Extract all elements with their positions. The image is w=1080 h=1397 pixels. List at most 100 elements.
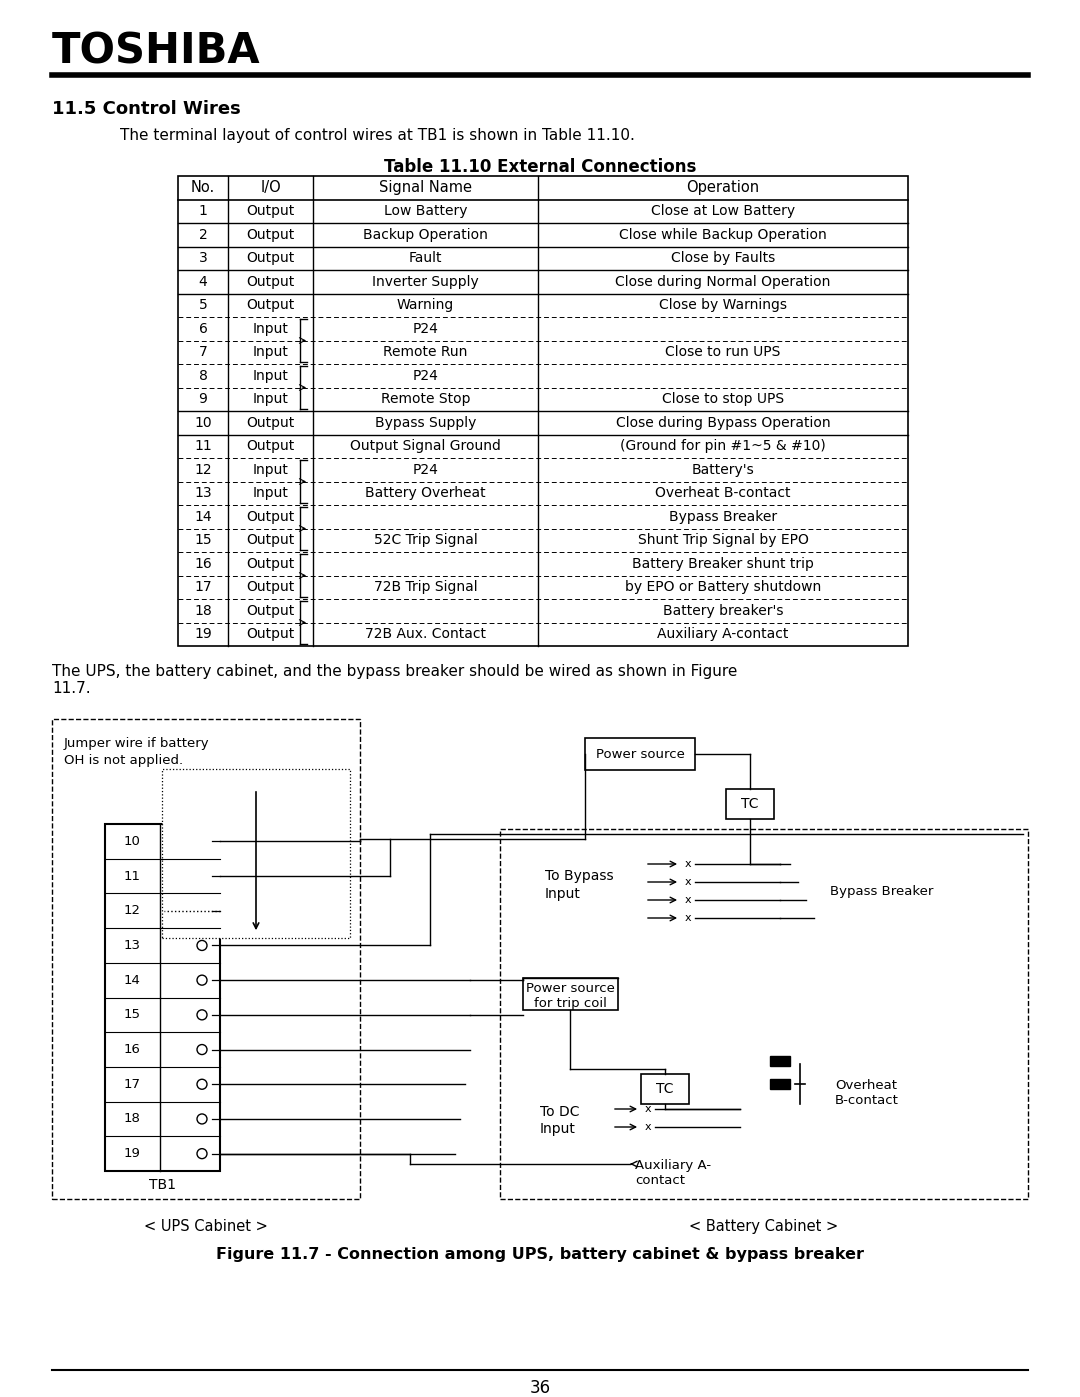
Circle shape	[197, 837, 207, 847]
Text: To DC: To DC	[540, 1105, 580, 1119]
Text: 11: 11	[123, 869, 140, 883]
Text: Auxiliary A-: Auxiliary A-	[635, 1160, 711, 1172]
Text: x: x	[685, 877, 691, 887]
Text: contact: contact	[635, 1173, 685, 1187]
Text: 11.7.: 11.7.	[52, 680, 91, 696]
Text: < Battery Cabinet >: < Battery Cabinet >	[689, 1220, 839, 1234]
Circle shape	[197, 1148, 207, 1158]
Bar	[523, 978, 618, 1010]
Text: P24: P24	[413, 369, 438, 383]
Text: 12: 12	[123, 904, 140, 918]
Text: 5: 5	[199, 298, 207, 313]
Text: B-contact: B-contact	[835, 1094, 899, 1106]
Text: 1: 1	[199, 204, 207, 218]
Text: 18: 18	[123, 1112, 140, 1126]
Text: Close to run UPS: Close to run UPS	[665, 345, 781, 359]
Text: Battery's: Battery's	[691, 462, 754, 476]
Text: Output: Output	[246, 298, 295, 313]
Text: 15: 15	[194, 534, 212, 548]
Text: No.: No.	[191, 180, 215, 196]
Text: Bypass Breaker: Bypass Breaker	[669, 510, 778, 524]
Text: x: x	[645, 1122, 651, 1132]
Text: Input: Input	[253, 345, 288, 359]
Text: 10: 10	[123, 835, 140, 848]
Text: Battery Overheat: Battery Overheat	[365, 486, 486, 500]
Bar	[105, 824, 220, 1171]
Text: Output: Output	[246, 604, 295, 617]
Text: Figure 11.7 - Connection among UPS, battery cabinet & bypass breaker: Figure 11.7 - Connection among UPS, batt…	[216, 1248, 864, 1261]
Text: Remote Run: Remote Run	[383, 345, 468, 359]
Text: 17: 17	[123, 1077, 140, 1091]
Text: Output: Output	[246, 557, 295, 571]
Bar	[500, 828, 1028, 1199]
Text: Close by Faults: Close by Faults	[671, 251, 775, 265]
Text: 11.5 Control Wires: 11.5 Control Wires	[52, 101, 241, 117]
Text: 3: 3	[199, 251, 207, 265]
Text: Close during Bypass Operation: Close during Bypass Operation	[616, 416, 831, 430]
Text: 16: 16	[194, 557, 212, 571]
Text: Warning: Warning	[396, 298, 454, 313]
Text: TC: TC	[741, 798, 759, 812]
Text: Table 11.10 External Connections: Table 11.10 External Connections	[383, 158, 697, 176]
Text: 18: 18	[194, 604, 212, 617]
Text: Input: Input	[253, 393, 288, 407]
Text: Input: Input	[253, 462, 288, 476]
Text: 12: 12	[194, 462, 212, 476]
Text: Low Battery: Low Battery	[383, 204, 468, 218]
Text: Input: Input	[253, 321, 288, 335]
Circle shape	[197, 975, 207, 985]
Text: OH is not applied.: OH is not applied.	[64, 754, 184, 767]
Text: Auxiliary A-contact: Auxiliary A-contact	[658, 627, 788, 641]
Text: x: x	[685, 914, 691, 923]
Text: 16: 16	[123, 1044, 140, 1056]
Bar	[162, 768, 350, 939]
Text: Bypass Breaker: Bypass Breaker	[831, 886, 933, 898]
Text: Operation: Operation	[687, 180, 759, 196]
Bar	[770, 1078, 789, 1090]
Text: 19: 19	[123, 1147, 140, 1160]
Text: Output: Output	[246, 251, 295, 265]
Text: 9: 9	[199, 393, 207, 407]
Text: Signal Name: Signal Name	[379, 180, 472, 196]
Text: Output: Output	[246, 275, 295, 289]
Text: Shunt Trip Signal by EPO: Shunt Trip Signal by EPO	[637, 534, 809, 548]
Text: 14: 14	[123, 974, 140, 986]
Text: Input: Input	[253, 486, 288, 500]
Bar	[52, 719, 360, 1199]
Text: To Bypass: To Bypass	[545, 869, 613, 883]
Text: 2: 2	[199, 228, 207, 242]
Text: 8: 8	[199, 369, 207, 383]
Text: 17: 17	[194, 580, 212, 594]
Text: P24: P24	[413, 462, 438, 476]
Circle shape	[197, 905, 207, 916]
Text: Fault: Fault	[408, 251, 442, 265]
Text: 72B Trip Signal: 72B Trip Signal	[374, 580, 477, 594]
Text: Inverter Supply: Inverter Supply	[373, 275, 478, 289]
Text: x: x	[645, 1104, 651, 1113]
Text: Input: Input	[540, 1122, 576, 1136]
Text: Power source: Power source	[595, 747, 685, 760]
Text: Battery breaker's: Battery breaker's	[663, 604, 783, 617]
Text: Jumper wire if battery: Jumper wire if battery	[64, 738, 210, 750]
Text: 10: 10	[194, 416, 212, 430]
Text: 36: 36	[529, 1379, 551, 1397]
Circle shape	[197, 872, 207, 882]
Circle shape	[197, 1010, 207, 1020]
Text: Bypass Supply: Bypass Supply	[375, 416, 476, 430]
Text: by EPO or Battery shutdown: by EPO or Battery shutdown	[625, 580, 821, 594]
Text: TB1: TB1	[149, 1178, 176, 1192]
Text: 15: 15	[123, 1009, 140, 1021]
Text: x: x	[685, 895, 691, 905]
Text: Backup Operation: Backup Operation	[363, 228, 488, 242]
Circle shape	[197, 1080, 207, 1090]
Text: 52C Trip Signal: 52C Trip Signal	[374, 534, 477, 548]
Text: for trip coil: for trip coil	[534, 996, 607, 1010]
Text: Output: Output	[246, 580, 295, 594]
Text: (Ground for pin #1~5 & #10): (Ground for pin #1~5 & #10)	[620, 439, 826, 453]
Circle shape	[197, 1113, 207, 1125]
Text: Output Signal Ground: Output Signal Ground	[350, 439, 501, 453]
Text: Close by Warnings: Close by Warnings	[659, 298, 787, 313]
Bar	[585, 738, 696, 770]
Text: Overheat: Overheat	[835, 1078, 897, 1092]
Circle shape	[197, 1045, 207, 1055]
